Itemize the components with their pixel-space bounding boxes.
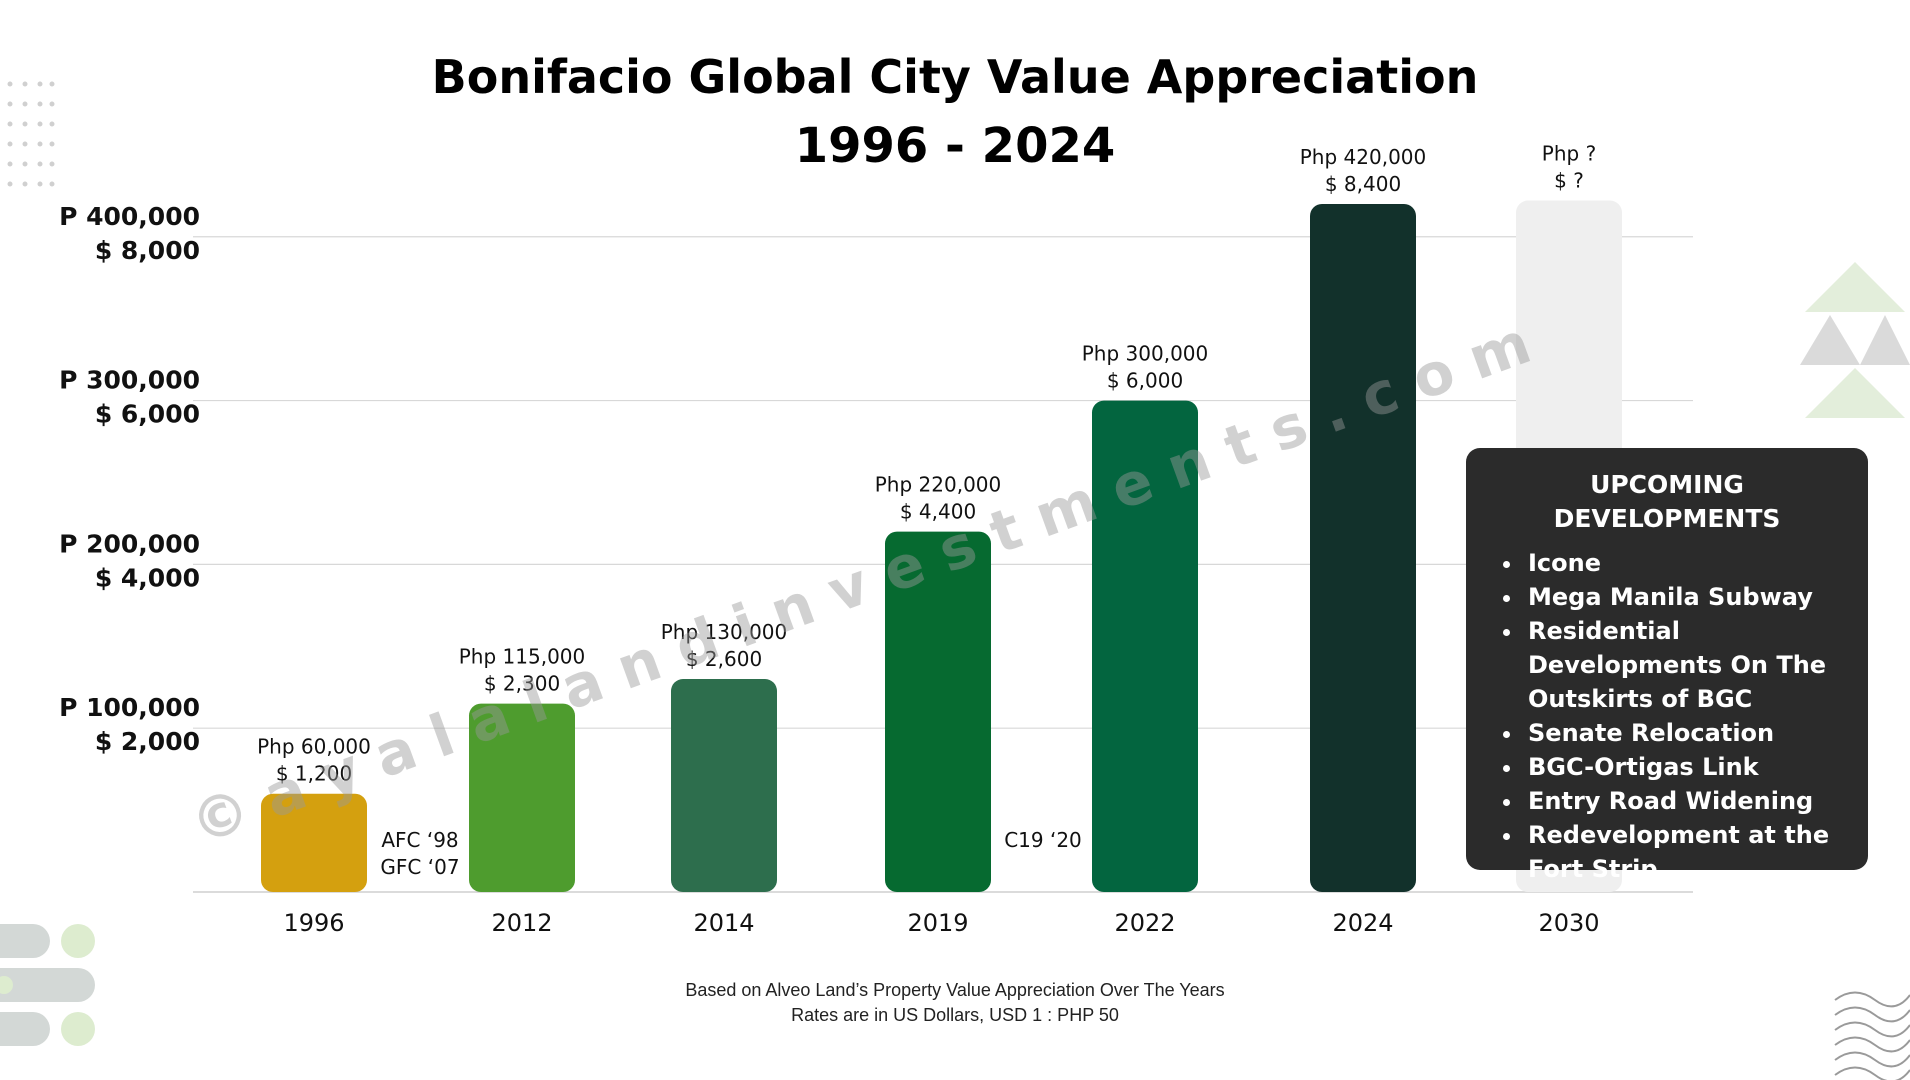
bar-2014	[671, 679, 777, 892]
footnote-source: Based on Alveo Land’s Property Value App…	[685, 980, 1225, 1000]
y-tick-label-usd: $ 2,000	[95, 727, 200, 756]
value-label-usd: $ 2,600	[686, 647, 762, 671]
footnote-rate: Rates are in US Dollars, USD 1 : PHP 50	[791, 1005, 1119, 1025]
value-label-php: Php 60,000	[257, 735, 371, 759]
pill-decoration	[0, 924, 95, 1046]
development-list: Icone Mega Manila Subway Residential Dev…	[1466, 546, 1868, 886]
list-item: Redevelopment at the Fort Strip	[1524, 818, 1868, 886]
dot-grid-decoration	[7, 81, 55, 187]
value-label-php: Php ?	[1542, 142, 1596, 166]
value-label-php: Php 420,000	[1300, 145, 1427, 169]
value-label-php: Php 130,000	[661, 620, 788, 644]
x-tick-label: 1996	[283, 909, 344, 937]
value-label-php: Php 115,000	[459, 645, 586, 669]
y-tick-label-usd: $ 6,000	[95, 400, 200, 429]
bar-2024	[1310, 204, 1416, 892]
x-tick-label: 2014	[693, 909, 754, 937]
y-tick-label-usd: $ 4,000	[95, 563, 200, 592]
event-annotation: AFC ‘98	[381, 828, 458, 852]
list-item: BGC-Ortigas Link	[1524, 750, 1868, 784]
value-label-usd: $ 1,200	[276, 762, 352, 786]
event-annotation: GFC ‘07	[380, 855, 459, 879]
x-tick-label: 2024	[1332, 909, 1393, 937]
value-label-usd: $ 4,400	[900, 500, 976, 524]
chart-title: Bonifacio Global City Value Appreciation	[431, 50, 1479, 104]
y-tick-label-usd: $ 8,000	[95, 236, 200, 265]
bar-1996	[261, 793, 367, 892]
panel-title: UPCOMING DEVELOPMENTS	[1553, 470, 1781, 533]
upcoming-developments-panel: UPCOMING DEVELOPMENTS Icone Mega Manila …	[1466, 448, 1868, 883]
list-item: Icone	[1524, 546, 1868, 580]
bar-2012	[469, 703, 575, 892]
list-item: Residential Developments On The Outskirt…	[1524, 614, 1868, 716]
value-label-php: Php 220,000	[875, 473, 1002, 497]
chart-subtitle: 1996 - 2024	[794, 118, 1116, 174]
event-annotation: C19 ‘20	[1004, 828, 1082, 852]
x-tick-label: 2022	[1114, 909, 1175, 937]
x-tick-label: 2030	[1538, 909, 1599, 937]
y-tick-label-php: P 300,000	[59, 366, 200, 395]
y-tick-label-php: P 100,000	[59, 693, 200, 722]
value-label-php: Php 300,000	[1082, 342, 1209, 366]
triangle-decoration	[1800, 262, 1910, 418]
y-tick-label-php: P 200,000	[59, 529, 200, 558]
list-item: Entry Road Widening	[1524, 784, 1868, 818]
value-label-usd: $ ?	[1554, 169, 1584, 193]
value-label-usd: $ 8,400	[1325, 172, 1401, 196]
bar-2019	[885, 531, 991, 892]
list-item: Mega Manila Subway	[1524, 580, 1868, 614]
wave-lines-decoration	[1834, 991, 1910, 1080]
list-item: Senate Relocation	[1524, 716, 1868, 750]
x-tick-label: 2012	[491, 909, 552, 937]
value-label-usd: $ 2,300	[484, 672, 560, 696]
bar-2022	[1092, 400, 1198, 892]
value-label-usd: $ 6,000	[1107, 369, 1183, 393]
y-tick-label-php: P 400,000	[59, 202, 200, 231]
x-tick-label: 2019	[907, 909, 968, 937]
